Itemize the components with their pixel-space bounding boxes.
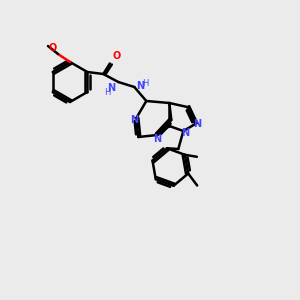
Text: O: O: [112, 51, 121, 61]
Text: H: H: [142, 79, 149, 88]
Text: O: O: [49, 43, 57, 53]
Text: N: N: [107, 83, 115, 93]
Text: N: N: [136, 81, 144, 91]
Text: H: H: [104, 88, 110, 97]
Text: N: N: [193, 119, 201, 129]
Text: N: N: [153, 134, 161, 144]
Text: N: N: [181, 128, 189, 138]
Text: N: N: [130, 115, 138, 125]
